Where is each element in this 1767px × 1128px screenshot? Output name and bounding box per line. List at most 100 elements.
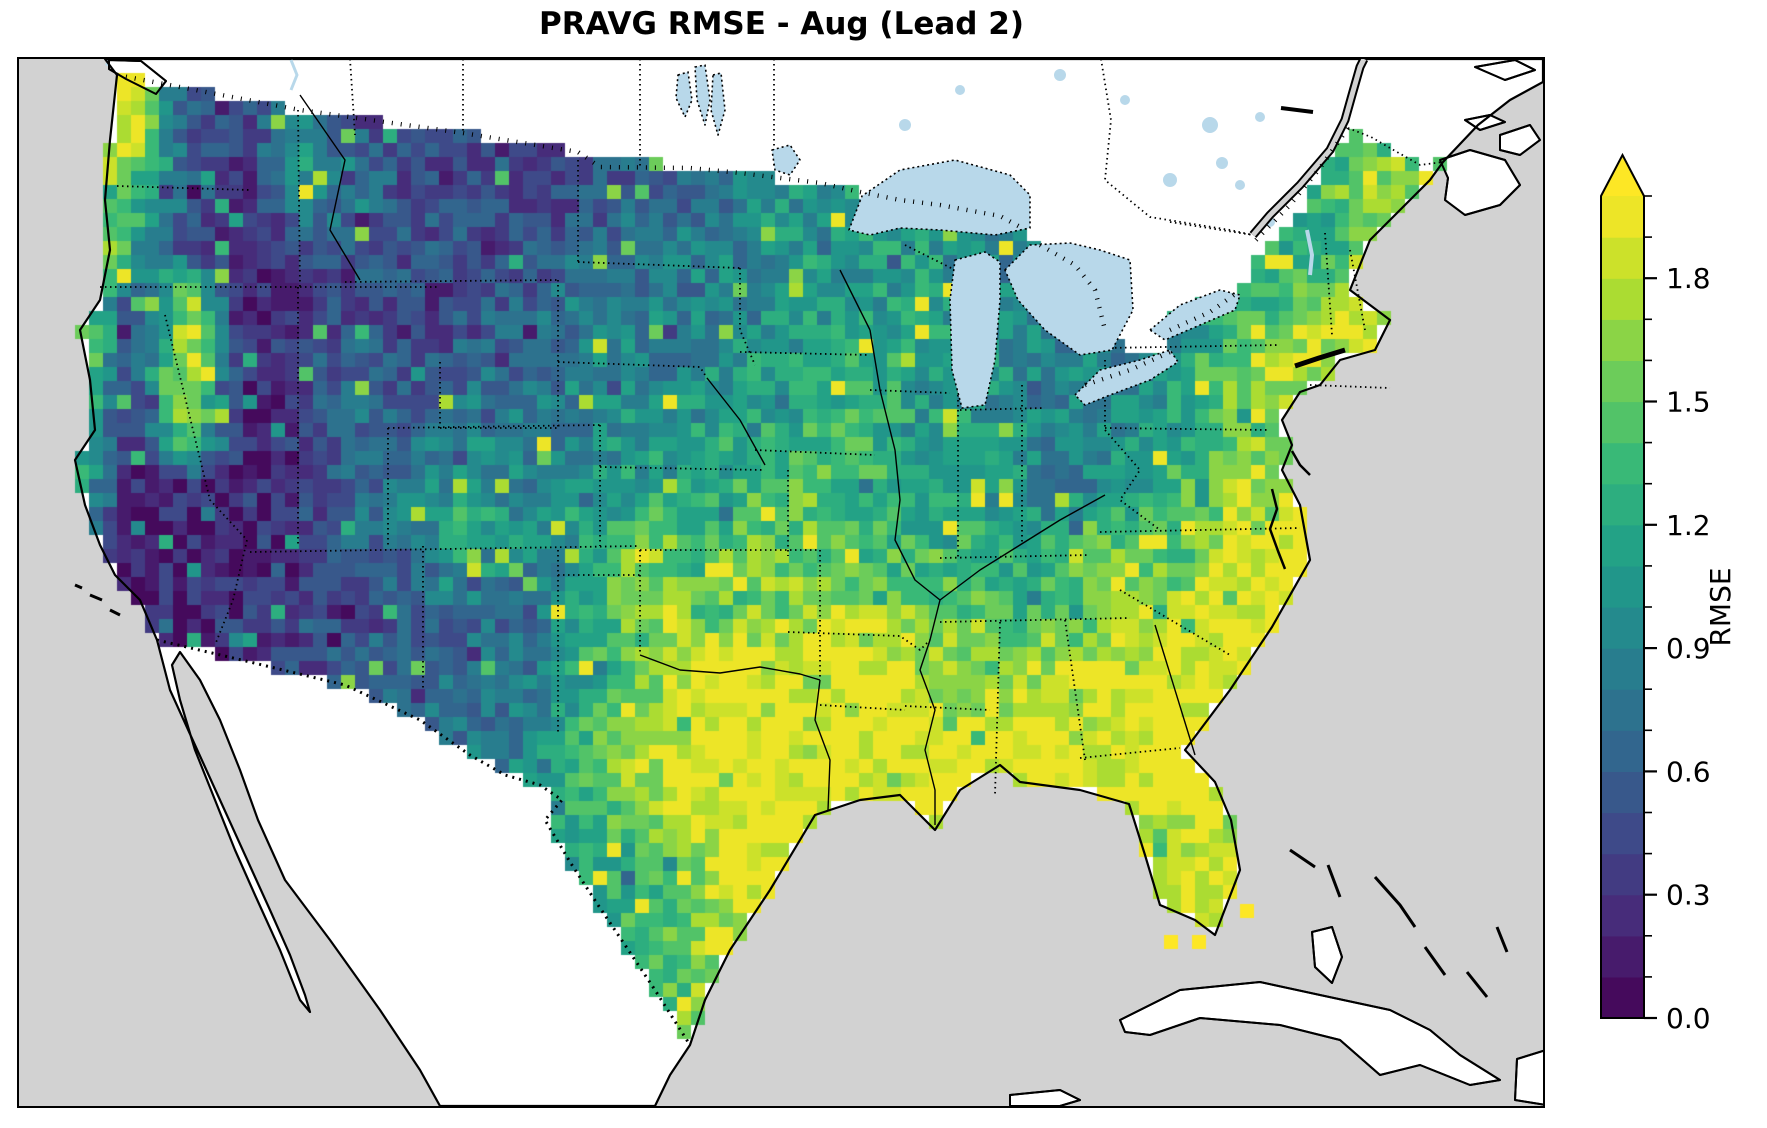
small-lake — [1163, 173, 1177, 187]
state-border-line — [739, 268, 756, 366]
small-lake — [1255, 112, 1265, 122]
colorbar-bin — [1601, 894, 1644, 937]
small-island — [1373, 876, 1417, 928]
colorbar-bin — [1601, 319, 1644, 361]
colorbar-bin — [1601, 360, 1644, 403]
us-canada-border — [1254, 126, 1350, 242]
cuba-coast — [1119, 981, 1501, 1086]
fraser-river — [289, 59, 299, 91]
st-lawrence-outline — [1249, 59, 1369, 238]
colorbar-axis-label: RMSE — [1704, 567, 1737, 646]
state-border-line — [1104, 344, 1281, 349]
vancouver-island-coast — [108, 59, 167, 95]
state-border-line — [939, 554, 1091, 559]
small-island — [1495, 926, 1509, 953]
small-lake — [1054, 69, 1066, 81]
river-line — [814, 679, 831, 811]
small-lake — [1202, 117, 1218, 133]
colorbar-bin — [1601, 812, 1644, 855]
state-border-line — [739, 351, 871, 356]
small-lake — [1216, 157, 1228, 169]
lake-of-the-woods — [771, 144, 801, 176]
anticosti-coast — [1474, 59, 1536, 81]
small-island — [74, 583, 83, 590]
small-island — [1423, 946, 1447, 976]
river-line — [639, 654, 821, 681]
state-border-line — [939, 617, 1131, 623]
prince-edward-island-coast — [1464, 114, 1506, 131]
colorbar: 0.0 0.3 0.6 0.9 1.2 1.5 1.8 RMSE — [1600, 152, 1737, 1035]
state-border-line — [387, 424, 601, 429]
state-border-line — [249, 545, 641, 553]
state-border-line — [1104, 427, 1271, 431]
state-border-line — [344, 279, 559, 283]
us-mexico-border — [156, 638, 692, 1046]
state-border-line — [1347, 127, 1444, 166]
colorbar-bin — [1601, 853, 1644, 896]
lake-erie — [1074, 349, 1179, 406]
state-border-line — [1100, 59, 1254, 236]
river-line — [1154, 624, 1196, 756]
small-island — [1465, 971, 1489, 998]
colorbar-bin — [1601, 237, 1644, 279]
lake-manitoba — [710, 72, 726, 136]
colorbar-tick-label: 0.3 — [1666, 879, 1711, 912]
state-border-line — [557, 361, 708, 379]
cape-breton-coast — [1499, 124, 1541, 156]
state-border-line — [754, 449, 876, 456]
state-border-line — [1349, 249, 1366, 331]
state-border-line — [787, 631, 931, 651]
lake-michigan — [949, 251, 1001, 409]
colorbar-bin — [1601, 442, 1644, 485]
colorbar-tick-label: 1.2 — [1666, 509, 1711, 542]
state-border-line — [1119, 589, 1231, 656]
nova-scotia-coast — [1439, 149, 1521, 216]
state-border-line — [1064, 619, 1086, 761]
coastline-outline — [73, 59, 1543, 1106]
small-island — [1289, 848, 1316, 869]
colorbar-tick-label: 0.0 — [1666, 1002, 1711, 1035]
colorbar-tick-label: 0.9 — [1666, 632, 1711, 665]
river-line — [839, 269, 871, 331]
hispaniola-coast — [1514, 1049, 1543, 1106]
small-lake — [955, 85, 965, 95]
delaware-bay — [1290, 450, 1311, 476]
long-island — [1294, 347, 1346, 369]
colorbar-bin — [1601, 648, 1644, 690]
state-border-line — [959, 407, 1046, 411]
lake-winnipeg — [694, 64, 711, 126]
andros-coast — [1311, 926, 1343, 984]
state-border-line — [164, 314, 248, 646]
lake-huron — [1004, 242, 1134, 356]
colorbar-bin — [1601, 565, 1644, 608]
chesapeake-bay — [1268, 488, 1287, 570]
rmse-heatmap-canvas — [19, 59, 1543, 1106]
colorbar-bin — [1601, 689, 1644, 731]
colorbar-bin — [1601, 976, 1644, 1019]
colorbar-bin — [1601, 483, 1644, 526]
colorbar-bin — [1601, 607, 1644, 649]
state-border-line — [599, 466, 766, 471]
state-border-line — [869, 389, 951, 394]
ottawa-river — [1280, 106, 1314, 114]
state-border-line — [297, 109, 301, 291]
colorbar-tick-label: 1.5 — [1666, 386, 1711, 419]
colorbar-tick-label: 0.6 — [1666, 755, 1711, 788]
small-island — [1326, 864, 1342, 898]
lake-winnipegosis — [675, 71, 693, 118]
colorbar-bin — [1601, 730, 1644, 772]
state-border-line — [994, 621, 1001, 796]
colorbar-bin — [1601, 278, 1644, 320]
state-border-line — [904, 705, 991, 711]
state-border-line — [1099, 527, 1301, 533]
small-island — [109, 608, 121, 617]
small-lake — [1120, 95, 1130, 105]
jamaica-coast — [1009, 1089, 1081, 1106]
colorbar-tick-label: 1.8 — [1666, 262, 1711, 295]
state-border-line — [1104, 429, 1161, 531]
state-border-line — [904, 244, 956, 271]
colorbar-bin — [1601, 524, 1644, 567]
state-border-line — [1309, 384, 1391, 389]
state-border-line — [1324, 232, 1333, 336]
st-lawrence-water — [1251, 59, 1367, 237]
